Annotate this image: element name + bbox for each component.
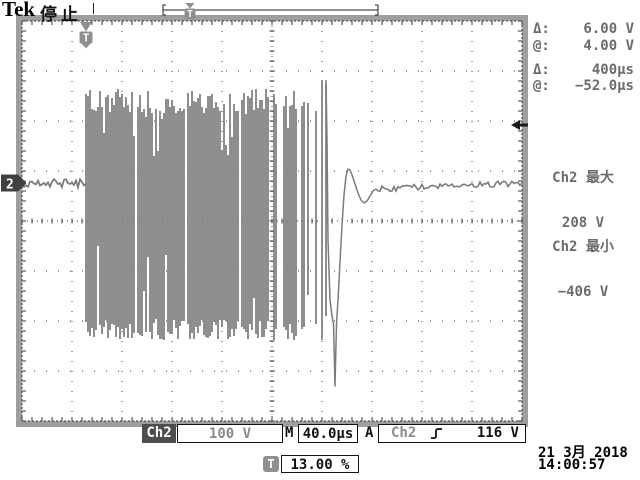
record-trigger-label: T (187, 9, 193, 20)
record-window-bar (93, 3, 379, 16)
cursor-at-v-label: @: (533, 38, 550, 54)
channel-2-marker-label: 2 (6, 178, 14, 193)
cursor-delta-v-value: 6.00 V (583, 21, 634, 37)
cursor-at-t-label: @: (533, 78, 550, 94)
measurement-ch2-max-value: 208 V (561, 215, 605, 231)
timebase-prefix: M (285, 425, 294, 441)
trigger-mode-label: A (365, 425, 374, 441)
cursor-delta-v-row: Δ: 6.00 V (530, 21, 634, 37)
measurement-ch2-max: Ch2 最大 208 V (528, 141, 638, 261)
time-readout: 14:00:57 (538, 457, 606, 473)
trigger-position-label: T (83, 32, 90, 45)
cursor-at-t-row: @: −52.0µs (530, 78, 634, 94)
trigger-position-icon: T (79, 22, 93, 49)
trigger-position-percent: 13.00 % (281, 455, 359, 473)
trigger-level-readout: 116 V (476, 425, 519, 441)
channel-2-marker: 2 (1, 174, 27, 193)
date-readout: 21 3月 2018 (538, 445, 628, 461)
brand-logo: Tek (2, 0, 36, 21)
measurement-ch2-min: Ch2 最小 −406 V (528, 210, 638, 330)
cursor-at-t-value: −52.0µs (574, 78, 634, 94)
cursor-delta-t-label: Δ: (533, 62, 550, 78)
timebase-readout: 40.0µs (298, 424, 358, 443)
trigger-level-arrow-icon (511, 120, 528, 130)
channel-2-badge: Ch2 (142, 424, 176, 443)
cursor-delta-t-value: 400µs (591, 62, 634, 78)
measurement-ch2-min-value: −406 V (557, 284, 609, 300)
cursor-at-v-row: @: 4.00 V (530, 38, 634, 54)
measurement-ch2-max-label: Ch2 最大 (552, 170, 614, 186)
trigger-source-label: Ch2 (391, 425, 417, 441)
cursor-at-v-value: 4.00 V (583, 38, 634, 54)
rising-edge-slope-icon (431, 428, 443, 439)
vertical-scale-readout: 100 V (177, 424, 283, 443)
cursor-delta-v-label: Δ: (533, 21, 550, 37)
t-percent-icon: T (263, 456, 279, 472)
acquisition-status: 停止 (40, 5, 82, 25)
cursor-delta-t-row: Δ: 400µs (530, 62, 634, 78)
trigger-readout: Ch2 116 V (378, 424, 526, 443)
measurement-ch2-min-label: Ch2 最小 (552, 239, 614, 255)
ch2-waveform-trace (21, 79, 523, 387)
record-trigger-t-icon: T (184, 3, 196, 20)
